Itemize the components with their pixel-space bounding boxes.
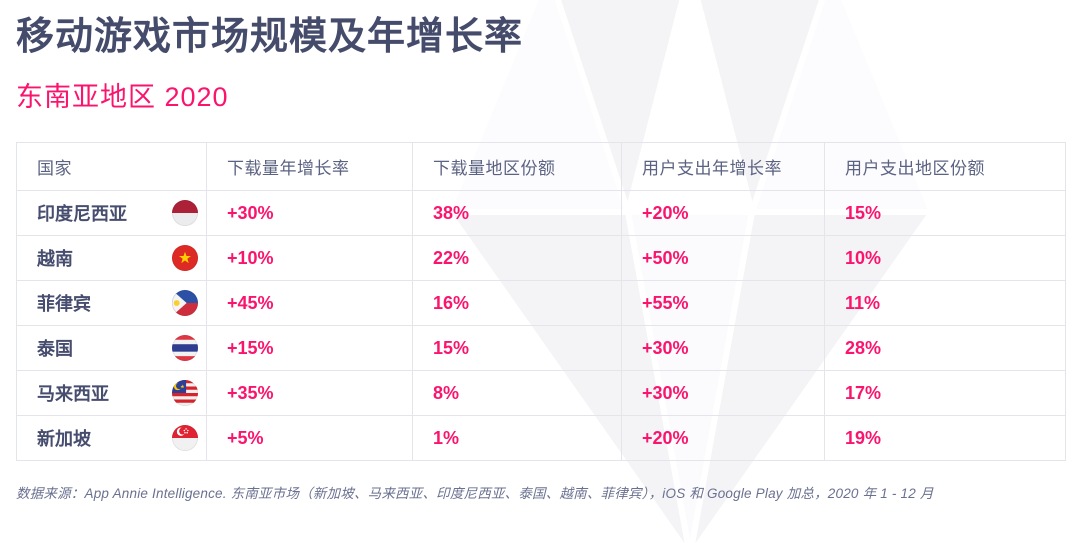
download-share-value: 8%	[412, 370, 622, 417]
philippines-flag-icon	[172, 290, 198, 317]
spend-share-value: 19%	[824, 415, 1066, 462]
country-cell: 菲律宾	[16, 280, 207, 327]
spend-growth-value: +20%	[621, 190, 825, 237]
download-growth-value: +35%	[206, 370, 413, 417]
country-cell: 新加坡	[16, 415, 207, 462]
column-header-download-growth: 下载量年增长率	[206, 142, 413, 192]
country-label: 新加坡	[37, 429, 91, 450]
market-table: 国家 下载量年增长率 下载量地区份额 用户支出年增长率 用户支出地区份额 印度尼…	[16, 142, 1066, 462]
malaysia-flag-icon	[172, 380, 198, 407]
spend-share-value: 17%	[824, 370, 1066, 417]
singapore-flag-icon	[172, 425, 198, 452]
country-cell: 越南	[16, 235, 207, 282]
country-label: 印度尼西亚	[37, 204, 127, 225]
spend-share-value: 28%	[824, 325, 1066, 372]
spend-growth-value: +50%	[621, 235, 825, 282]
infographic-page: 移动游戏市场规模及年增长率 东南亚地区 2020 国家 下载量年增长率 下载量地…	[16, 16, 1066, 502]
spend-growth-value: +30%	[621, 370, 825, 417]
table-row-singapore: 新加坡	[16, 415, 1066, 462]
download-growth-value: +45%	[206, 280, 413, 327]
column-header-download-share: 下载量地区份额	[412, 142, 622, 192]
spend-share-value: 15%	[824, 190, 1066, 237]
indonesia-flag-icon	[172, 200, 198, 227]
download-growth-value: +15%	[206, 325, 413, 372]
country-cell: 马来西亚	[16, 370, 207, 417]
table-header-row: 国家 下载量年增长率 下载量地区份额 用户支出年增长率 用户支出地区份额	[16, 142, 1066, 192]
download-share-value: 1%	[412, 415, 622, 462]
download-share-value: 16%	[412, 280, 622, 327]
table-header: 国家 下载量年增长率 下载量地区份额 用户支出年增长率 用户支出地区份额	[16, 142, 1066, 192]
download-share-value: 15%	[412, 325, 622, 372]
table-row-indonesia: 印度尼西亚 +30% 38% +20% 15%	[16, 190, 1066, 237]
country-label: 越南	[37, 249, 73, 270]
data-source-note: 数据来源：App Annie Intelligence. 东南亚市场（新加坡、马…	[16, 486, 934, 502]
table-row-thailand: 泰国	[16, 325, 1066, 372]
page-title: 移动游戏市场规模及年增长率	[16, 16, 524, 58]
thailand-flag-icon	[172, 335, 198, 362]
spend-growth-value: +20%	[621, 415, 825, 462]
column-header-spend-growth: 用户支出年增长率	[621, 142, 825, 192]
download-growth-value: +30%	[206, 190, 413, 237]
country-cell: 泰国	[16, 325, 207, 372]
download-growth-value: +10%	[206, 235, 413, 282]
column-header-country: 国家	[16, 142, 207, 192]
country-cell: 印度尼西亚	[16, 190, 207, 237]
table-row-vietnam: 越南 +10% 22% +50% 10%	[16, 235, 1066, 282]
table-row-malaysia: 马来西亚	[16, 370, 1066, 417]
table-row-philippines: 菲律宾 +45% 1	[16, 280, 1066, 327]
spend-growth-value: +55%	[621, 280, 825, 327]
download-share-value: 22%	[412, 235, 622, 282]
download-growth-value: +5%	[206, 415, 413, 462]
country-label: 菲律宾	[37, 294, 91, 315]
spend-share-value: 10%	[824, 235, 1066, 282]
vietnam-flag-icon	[172, 245, 198, 272]
spend-share-value: 11%	[824, 280, 1066, 327]
column-header-spend-share: 用户支出地区份额	[824, 142, 1066, 192]
spend-growth-value: +30%	[621, 325, 825, 372]
page-subtitle: 东南亚地区 2020	[16, 81, 229, 112]
country-label: 马来西亚	[37, 384, 109, 405]
country-label: 泰国	[37, 339, 73, 360]
download-share-value: 38%	[412, 190, 622, 237]
